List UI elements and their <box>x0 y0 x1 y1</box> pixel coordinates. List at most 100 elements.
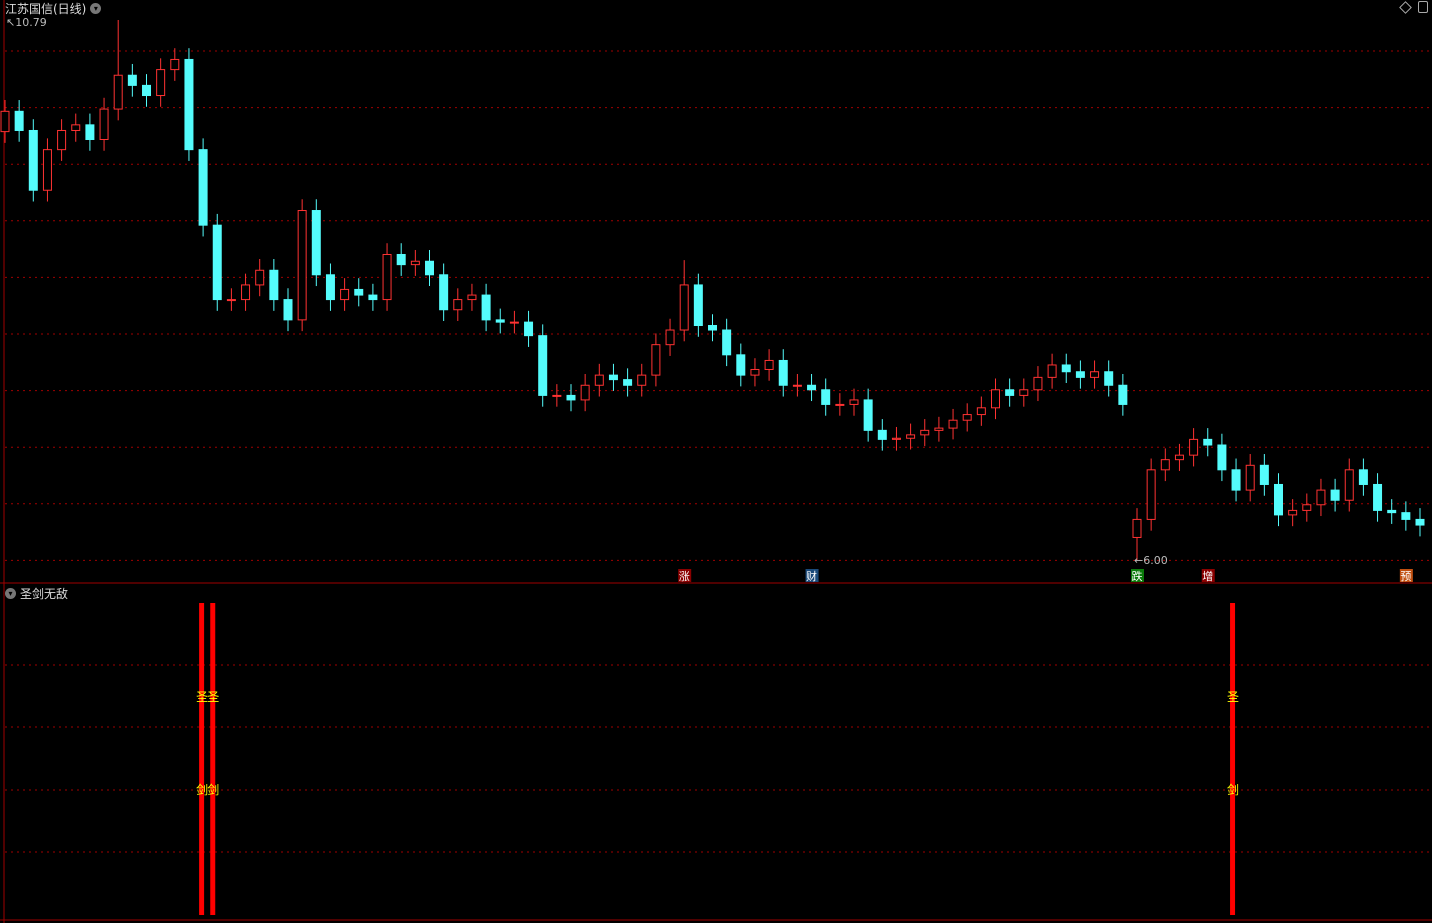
candle-body <box>340 288 350 301</box>
chevron-down-icon[interactable]: ▾ <box>5 588 16 599</box>
candle-body <box>1189 438 1199 456</box>
signal-bar <box>199 603 205 915</box>
candle-body <box>891 437 901 440</box>
candle-body <box>198 149 208 226</box>
candle-body <box>948 419 958 429</box>
candle-body <box>1302 504 1312 511</box>
candle-body <box>665 329 675 346</box>
candle-body <box>368 294 378 301</box>
max-price-value: 10.79 <box>15 16 47 29</box>
candle-body <box>1075 371 1085 378</box>
candle-body <box>495 319 505 323</box>
candle-body <box>127 74 137 86</box>
candle-body <box>679 284 689 331</box>
candle-body <box>1047 364 1057 378</box>
candle-body <box>255 269 265 286</box>
candle-body <box>637 374 647 386</box>
candle-body <box>708 325 717 331</box>
candle-body <box>1231 469 1241 491</box>
signal-top-label: 圣 <box>207 690 219 704</box>
candle-body <box>792 384 802 387</box>
chart-title-bar: 江苏国信(日线) ▾ <box>5 0 102 17</box>
candle-body <box>821 389 831 405</box>
candle-body <box>835 403 845 406</box>
stock-title: 江苏国信(日线) <box>5 2 87 16</box>
candle-body <box>566 394 576 401</box>
candle-body <box>283 299 293 321</box>
candle-body <box>849 399 859 405</box>
window-controls <box>1399 0 1428 14</box>
candle-body <box>623 379 633 386</box>
candle-body <box>538 335 548 396</box>
event-marker <box>1131 569 1144 582</box>
candle-body <box>325 274 335 301</box>
candle-body <box>1203 438 1213 446</box>
min-price-value: 6.00 <box>1143 554 1168 567</box>
candle-body <box>0 110 10 133</box>
chevron-down-icon[interactable]: ▾ <box>90 3 102 14</box>
candle-body <box>736 354 746 376</box>
candle-body <box>1090 371 1100 378</box>
candle-body <box>57 129 67 151</box>
candle-body <box>71 124 81 131</box>
candle-body <box>1344 469 1354 501</box>
candle-body <box>1118 384 1128 405</box>
candle-body <box>42 149 52 191</box>
candle-body <box>920 429 930 436</box>
signal-bar <box>1230 603 1236 915</box>
max-price-label: ↖10.79 <box>6 16 47 29</box>
candle-body <box>778 359 788 386</box>
candle-body <box>524 321 534 337</box>
candle-body <box>807 384 817 391</box>
candle-body <box>85 124 95 140</box>
candle-body <box>226 299 236 302</box>
candle-body <box>1330 489 1340 501</box>
candle-body <box>877 429 887 440</box>
candle-body <box>1316 489 1326 506</box>
signal-top-label: 圣 <box>1227 690 1239 704</box>
candle-body <box>976 407 986 416</box>
candle-body <box>382 253 392 301</box>
candle-body <box>722 329 732 356</box>
candle-body <box>1174 454 1184 461</box>
event-marker <box>678 569 692 582</box>
candle-body <box>1245 464 1255 491</box>
candle-body <box>1288 509 1298 516</box>
candle-body <box>99 108 109 140</box>
panel-toggle-icon[interactable] <box>1418 1 1428 13</box>
candle-body <box>1274 483 1283 516</box>
event-marker-label: 跌 <box>1132 569 1143 583</box>
candle-body <box>170 58 180 71</box>
candle-body <box>467 294 477 301</box>
candle-body <box>1401 512 1411 520</box>
candle-body <box>425 260 434 276</box>
candle-body <box>1061 364 1071 373</box>
candle-body <box>354 288 364 296</box>
candle-body <box>396 253 406 266</box>
signal-bottom-label: 剑 <box>196 782 208 797</box>
candle-body <box>750 368 760 376</box>
candle-body <box>1259 464 1269 485</box>
candle-body <box>142 84 151 97</box>
event-marker-label: 增 <box>1202 569 1213 583</box>
candle-body <box>113 74 123 110</box>
candle-body <box>1019 389 1029 396</box>
candle-body <box>410 260 420 266</box>
signal-top-label: 圣 <box>196 690 208 704</box>
candle-body <box>1387 509 1397 514</box>
candle-body <box>311 210 321 276</box>
candle-body <box>1415 518 1425 526</box>
event-marker-label: 涨 <box>679 570 690 583</box>
diamond-icon[interactable] <box>1399 0 1412 14</box>
candle-body <box>14 110 24 131</box>
candle-body <box>297 210 307 321</box>
candle-body <box>269 269 279 301</box>
candle-body <box>1160 459 1170 471</box>
candle-body <box>1373 483 1383 511</box>
signal-bottom-label: 剑 <box>207 782 219 797</box>
candle-body <box>1146 469 1156 520</box>
event-marker-label: 预 <box>1400 570 1411 583</box>
candle-body <box>509 321 519 324</box>
indicator-title: 圣剑无敌 <box>20 587 69 601</box>
